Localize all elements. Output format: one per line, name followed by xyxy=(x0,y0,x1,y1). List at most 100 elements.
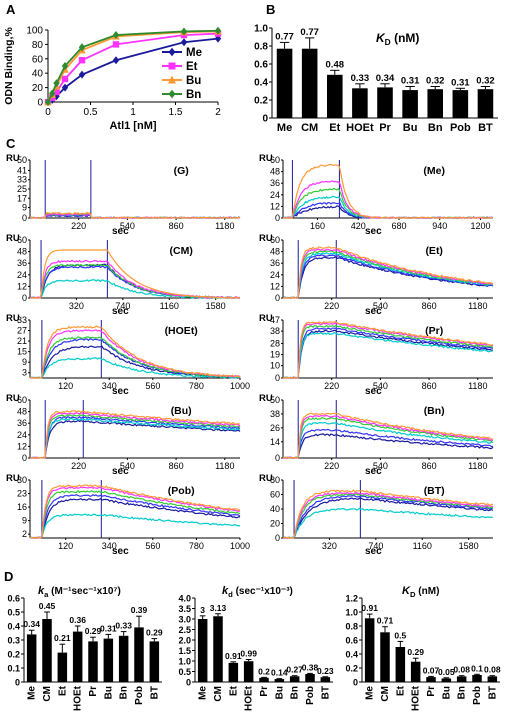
y-tick-label: 0.2 xyxy=(7,650,20,660)
x-tick-label: 120 xyxy=(58,381,73,391)
panel-label-b: B xyxy=(266,2,275,17)
data-point-Me xyxy=(214,34,222,43)
trace-3 xyxy=(29,489,241,539)
bar-Bu xyxy=(441,678,452,682)
trace-2 xyxy=(30,417,241,459)
y-tick-label: 38 xyxy=(270,409,280,419)
x-unit-label: sec xyxy=(365,226,382,237)
y-tick-label: 0.1 xyxy=(7,664,20,674)
category-label-CM: CM xyxy=(380,686,391,702)
y-tick-label: 3.0 xyxy=(178,615,191,625)
y-tick-label: 60 xyxy=(270,235,280,245)
data-label-Me: 0.91 xyxy=(361,603,378,613)
y-unit-label: RU xyxy=(6,313,20,324)
y-tick-label: 80 xyxy=(270,475,280,485)
bar-HOEt xyxy=(352,88,368,118)
y-tick-label: 0.8 xyxy=(345,622,358,632)
trace-2 xyxy=(29,513,241,539)
y-tick-label: 27 xyxy=(17,326,27,336)
y-tick-label: 60 xyxy=(17,235,27,245)
x-tick-label: 540 xyxy=(120,221,135,231)
x-tick-label: 1180 xyxy=(215,461,234,471)
data-label-HOEt: 0.33 xyxy=(351,73,370,84)
panel-label-c: C xyxy=(6,136,16,151)
y-tick-label: 0 xyxy=(186,678,191,688)
x-tick-label: 320 xyxy=(322,541,337,551)
data-label-BT: 0.23 xyxy=(317,666,334,676)
trace-4 xyxy=(282,180,494,219)
trace-5 xyxy=(282,163,494,219)
y-unit-label: RU xyxy=(6,473,20,484)
x-tick-label: 1180 xyxy=(215,221,234,231)
y-tick-label: 0.8 xyxy=(254,42,268,53)
data-point-Me xyxy=(61,83,69,92)
data-label-Pob: 0.1 xyxy=(471,663,483,673)
trace-1 xyxy=(29,493,241,539)
x-tick-label: 1180 xyxy=(468,461,487,471)
category-label-Bu: Bu xyxy=(274,686,285,699)
data-label-Bn: 0.08 xyxy=(453,665,470,675)
trace-4 xyxy=(29,486,241,539)
data-label-Bu: 0.05 xyxy=(438,667,455,677)
bar-Bn xyxy=(289,676,300,682)
y-tick-label: 0 xyxy=(275,213,280,223)
y-tick-label: 0.2 xyxy=(345,664,358,674)
y-tick-label: 0 xyxy=(275,533,280,543)
category-label-CM: CM xyxy=(42,686,53,702)
trace-5 xyxy=(283,246,494,299)
x-tick-label: 420 xyxy=(351,221,366,231)
data-label-Bu: 0.31 xyxy=(100,623,117,633)
category-label-Et: Et xyxy=(57,685,68,696)
data-point-Me xyxy=(180,38,188,47)
x-tick-label: 220 xyxy=(324,301,339,311)
y-unit-label: RU xyxy=(6,393,20,404)
trace-3 xyxy=(282,324,494,379)
x-tick-label: 120 xyxy=(58,541,73,551)
trace-4 xyxy=(282,322,494,379)
y-tick-label: 12 xyxy=(17,281,27,291)
x-tick-label: 1180 xyxy=(468,301,487,311)
legend-marker-Bu xyxy=(168,75,176,84)
x-tick-label: 1160 xyxy=(160,301,179,311)
trace-5 xyxy=(29,325,241,379)
x-tick-label: 220 xyxy=(324,381,339,391)
trace-3 xyxy=(30,414,241,459)
y-tick-label: 0.5 xyxy=(7,608,20,618)
chart-title: ka (M⁻¹sec⁻¹x10⁷) xyxy=(38,585,121,599)
data-point-Bn xyxy=(61,62,69,70)
trace-0 xyxy=(29,497,240,539)
chart-title: kd (sec⁻¹x10⁻³) xyxy=(222,585,293,599)
trace-1 xyxy=(282,254,494,299)
x-tick-label: 540 xyxy=(120,461,135,471)
x-tick-label: 860 xyxy=(422,301,437,311)
sensorgram-title: (HOEt) xyxy=(165,325,198,337)
sensorgram-title: (Et) xyxy=(425,245,443,257)
y-tick-label: 21 xyxy=(17,336,27,346)
bar-Pr xyxy=(88,641,98,682)
y-tick-label: 48 xyxy=(270,247,280,257)
category-label-Me: Me xyxy=(277,122,292,134)
x-tick-label: 680 xyxy=(391,221,406,231)
bar-Pr xyxy=(259,677,269,682)
y-tick-label: 60 xyxy=(32,54,44,65)
category-label-Bn: Bn xyxy=(457,686,468,699)
category-label-Bn: Bn xyxy=(119,686,130,699)
x-tick-label: 1000 xyxy=(230,381,250,391)
data-label-Pob: 0.38 xyxy=(302,662,319,672)
data-label-CM: 0.77 xyxy=(300,27,319,38)
category-label-Et: Et xyxy=(395,685,406,696)
data-label-Me: 3 xyxy=(200,605,205,615)
bar-Et xyxy=(326,74,343,118)
y-tick-label: 0 xyxy=(22,453,27,463)
bar-Pr xyxy=(426,677,436,682)
x-unit-label: sec xyxy=(112,386,129,397)
y-tick-label: 4.0 xyxy=(178,594,191,604)
category-label-HOEt: HOEt xyxy=(346,122,374,134)
bar-Bn xyxy=(118,635,129,682)
x-unit-label: sec xyxy=(365,306,382,317)
category-label-Pr: Pr xyxy=(379,122,391,134)
y-tick-label: 30 xyxy=(17,475,27,485)
category-label-CM: CM xyxy=(213,686,224,702)
legend-label-Bn: Bn xyxy=(186,89,201,101)
